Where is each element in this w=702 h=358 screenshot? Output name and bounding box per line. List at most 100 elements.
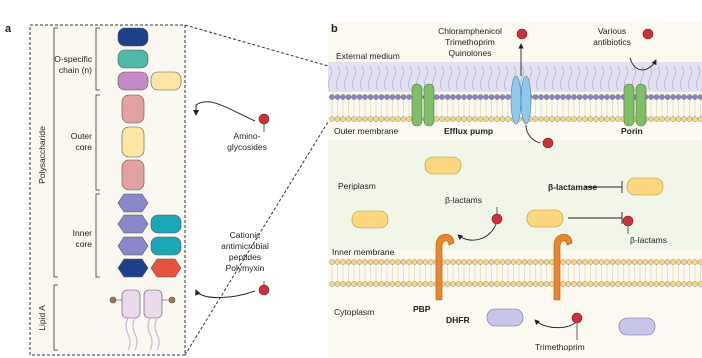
connector: [184, 121, 329, 356]
lipid-head: [483, 116, 489, 122]
lipid-head: [664, 259, 671, 265]
lipid-head: [494, 94, 500, 100]
lipid-head: [659, 94, 665, 100]
lipid-head: [593, 94, 599, 100]
label: Trimethoprim: [445, 37, 495, 47]
lipid-head: [395, 116, 401, 122]
lipid-head: [472, 259, 478, 265]
lipid-head: [521, 259, 528, 265]
lipid-head: [373, 281, 379, 287]
lipid-head: [499, 94, 506, 100]
lipid-head: [340, 259, 346, 265]
label: Cytoplasm: [334, 307, 374, 317]
lipid-head: [549, 116, 555, 122]
lipid-head: [538, 94, 544, 100]
lipid-head: [642, 281, 649, 287]
label: β-lactams: [445, 195, 482, 205]
lipid-head: [505, 259, 511, 265]
lipid-head: [648, 259, 654, 265]
lipid-head: [538, 259, 544, 265]
label: Periplasm: [338, 181, 376, 191]
lipid-head: [477, 94, 484, 100]
lipid-head: [345, 94, 352, 100]
lipid-head: [670, 94, 676, 100]
lipid-head: [670, 281, 676, 287]
lipid-head: [571, 116, 577, 122]
lipid-head: [664, 116, 671, 122]
lipid-head: [466, 259, 473, 265]
lipid-head: [543, 259, 550, 265]
lipid-head: [378, 281, 385, 287]
label: glycosides: [227, 142, 267, 152]
label: core: [75, 142, 92, 152]
lipid-head: [527, 259, 533, 265]
lipid-head: [329, 259, 335, 265]
lipid-head: [692, 281, 698, 287]
lipid-head: [587, 259, 594, 265]
lipid-head: [450, 281, 456, 287]
lipid-head: [351, 259, 357, 265]
label: β-lactamase: [548, 182, 597, 192]
label: Inner: [73, 228, 93, 238]
connector: [184, 24, 329, 67]
lipid-head: [499, 281, 506, 287]
lipid-head: [488, 259, 495, 265]
lipid-head: [675, 259, 682, 265]
lipid-head: [411, 259, 418, 265]
lipid-head: [692, 259, 698, 265]
lipid-head: [455, 281, 462, 287]
lipid-head: [433, 94, 440, 100]
lipid-head: [400, 94, 407, 100]
lipid-head: [329, 116, 335, 122]
lipid-head: [681, 281, 687, 287]
label: core: [75, 239, 92, 249]
label: DHFR: [446, 315, 470, 325]
label: antimicrobial: [221, 241, 269, 251]
brackets: [53, 27, 100, 351]
lipid-head: [565, 116, 572, 122]
lipid-head: [631, 259, 638, 265]
lipid-head: [466, 281, 473, 287]
lipid-head: [499, 116, 506, 122]
lipid-head: [466, 116, 473, 122]
lipid-head: [378, 259, 385, 265]
lipid-head: [659, 259, 665, 265]
lipid-head: [571, 94, 577, 100]
lipid-head: [675, 94, 682, 100]
label: antibiotics: [593, 37, 631, 47]
panel-label: b: [331, 23, 338, 35]
enzymes: [351, 156, 664, 229]
lipid-head: [411, 281, 418, 287]
lipid-head: [455, 116, 462, 122]
proteins: [411, 75, 647, 127]
lipid-head: [428, 281, 434, 287]
lipid-head: [422, 281, 429, 287]
arrows: [457, 43, 657, 329]
lipid-head: [362, 259, 368, 265]
lipid-head: [648, 94, 654, 100]
label: Polysaccharide: [37, 126, 47, 184]
lipid-head: [510, 259, 517, 265]
lipid-head: [488, 281, 495, 287]
lipid-head: [417, 281, 423, 287]
lipid-head: [571, 281, 577, 287]
lipid-head: [543, 281, 550, 287]
lipid-head: [604, 94, 610, 100]
lipid-head: [664, 94, 671, 100]
lipid-head: [587, 281, 594, 287]
label: Efflux pump: [444, 126, 493, 136]
lipid-head: [345, 259, 352, 265]
lipid-head: [472, 281, 478, 287]
lipid-head: [367, 94, 374, 100]
lipid-head: [587, 94, 594, 100]
lipid-head: [686, 94, 693, 100]
lipid-head: [615, 116, 621, 122]
lipid-head: [483, 281, 489, 287]
lipid-head: [598, 94, 605, 100]
panel-label: a: [5, 23, 12, 35]
lipid-head: [334, 116, 341, 122]
lipid-head: [565, 281, 572, 287]
lipid-head: [340, 94, 346, 100]
lipid-head: [356, 116, 363, 122]
